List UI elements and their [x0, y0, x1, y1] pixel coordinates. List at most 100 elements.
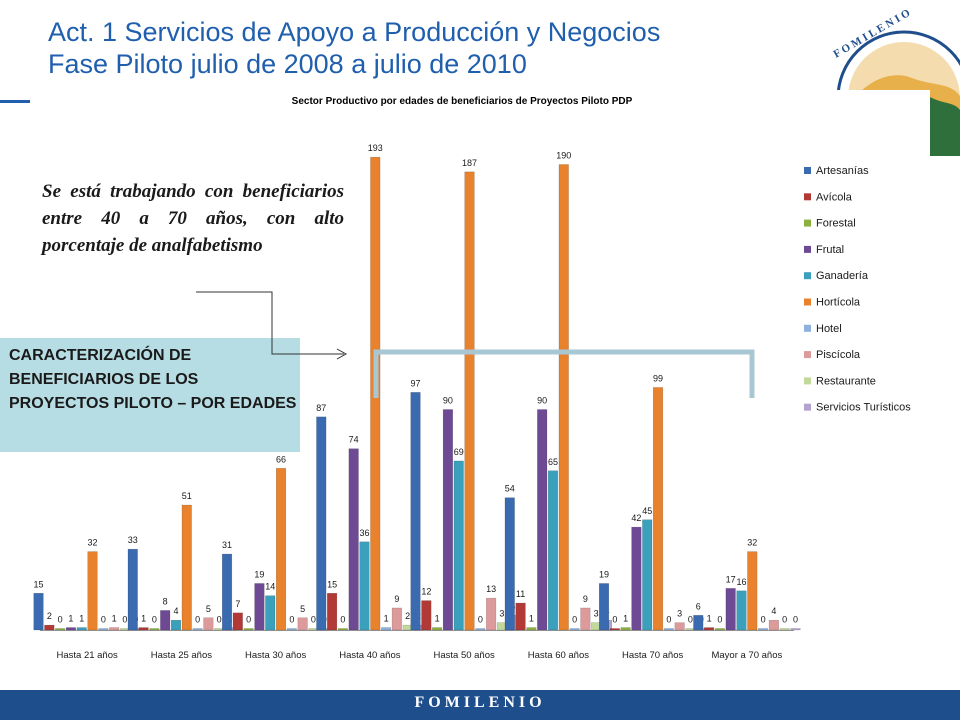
legend-item: Hortícola — [816, 297, 861, 309]
bar — [327, 593, 338, 631]
bar — [779, 628, 790, 631]
bar — [98, 628, 109, 631]
data-label: 45 — [642, 506, 652, 516]
data-label: 0 — [289, 615, 294, 625]
chart-legend: Artesanías Avícola Forestal Frutal Ganadería… — [804, 165, 911, 414]
bar — [547, 470, 559, 631]
category-label: Hasta 30 años — [245, 650, 307, 661]
data-label: 0 — [58, 615, 63, 625]
data-label: 0 — [717, 615, 722, 625]
legend-item: Servicios Turísticos — [816, 402, 911, 414]
category-label: Hasta 60 años — [528, 650, 590, 661]
bar — [33, 593, 44, 631]
bar — [768, 619, 779, 631]
bar — [109, 627, 120, 631]
data-label: 1 — [529, 614, 534, 624]
data-label: 90 — [443, 396, 453, 406]
data-label: 19 — [599, 569, 609, 579]
bar — [453, 460, 464, 631]
bar — [674, 622, 685, 631]
bar — [558, 164, 569, 631]
legend-item: Restaurante — [816, 375, 876, 387]
data-label: 32 — [747, 538, 757, 548]
data-label: 16 — [736, 577, 746, 587]
legend-item: Hotel — [816, 323, 842, 335]
data-label: 1 — [707, 614, 712, 624]
data-label: 36 — [359, 528, 369, 538]
category-label: Hasta 25 años — [151, 650, 213, 661]
bar — [432, 627, 443, 631]
data-label: 187 — [462, 158, 477, 168]
data-label: 0 — [478, 615, 483, 625]
legend-swatch — [804, 167, 811, 174]
data-label: 1 — [384, 614, 389, 624]
bar — [410, 392, 421, 631]
legend-swatch — [804, 298, 811, 306]
data-label: 3 — [499, 609, 504, 619]
data-label: 1 — [79, 614, 84, 624]
data-label: 9 — [394, 594, 399, 604]
data-label: 4 — [771, 606, 776, 616]
data-label: 1 — [141, 614, 146, 624]
bar — [442, 409, 453, 631]
bar — [736, 590, 747, 631]
data-label: 12 — [421, 587, 431, 597]
data-label: 0 — [782, 615, 787, 625]
bar — [170, 619, 182, 631]
category-label: Hasta 40 años — [339, 650, 401, 661]
bar — [714, 628, 725, 631]
data-label: 190 — [556, 151, 571, 161]
title-line-1: Act. 1 Servicios de Apoyo a Producción y… — [48, 17, 661, 47]
bar — [663, 628, 674, 631]
legend-item: Piscícola — [816, 349, 861, 361]
bar — [504, 497, 515, 631]
data-label: 14 — [265, 582, 275, 592]
legend-item: Forestal — [816, 218, 856, 230]
data-label: 0 — [688, 615, 693, 625]
data-label: 1 — [68, 614, 73, 624]
legend-swatch — [804, 324, 811, 332]
bar — [232, 612, 243, 631]
bar — [221, 553, 233, 631]
bar — [486, 597, 497, 631]
data-label: 15 — [327, 579, 337, 589]
data-label: 0 — [152, 615, 157, 625]
chart-title: Sector Productivo por edades de benefici… — [292, 96, 633, 107]
bar — [359, 541, 370, 631]
data-label: 17 — [726, 574, 736, 584]
legend-item: Avícola — [816, 191, 853, 203]
bar — [475, 628, 486, 631]
legend-item: Frutal — [816, 244, 844, 256]
bar — [693, 615, 704, 631]
data-label: 193 — [368, 143, 383, 153]
data-label: 5 — [300, 604, 305, 614]
legend-swatch — [804, 272, 811, 280]
category-label: Mayor a 70 años — [711, 650, 782, 661]
data-label: 0 — [122, 615, 127, 625]
data-label: 1 — [435, 614, 440, 624]
bar — [203, 617, 214, 631]
bar — [790, 628, 801, 631]
bar — [421, 600, 432, 631]
data-label: 15 — [34, 579, 44, 589]
bar — [44, 624, 55, 631]
legend-swatch — [804, 245, 811, 253]
data-label: 9 — [583, 594, 588, 604]
data-label: 0 — [311, 615, 316, 625]
bar — [286, 628, 297, 631]
bar — [65, 627, 76, 631]
category-label: Hasta 70 años — [622, 650, 684, 661]
bar — [55, 628, 66, 631]
data-label: 0 — [195, 615, 200, 625]
bar — [181, 504, 192, 631]
bar — [316, 416, 327, 631]
slide-title: Act. 1 Servicios de Apoyo a Producción y… — [48, 16, 808, 80]
bar — [381, 627, 392, 631]
data-label: 0 — [246, 615, 251, 625]
data-label: 1 — [623, 614, 628, 624]
bar — [747, 551, 758, 631]
bar — [160, 610, 171, 631]
data-label: 5 — [206, 604, 211, 614]
bar — [642, 519, 653, 631]
data-label: 65 — [548, 457, 558, 467]
